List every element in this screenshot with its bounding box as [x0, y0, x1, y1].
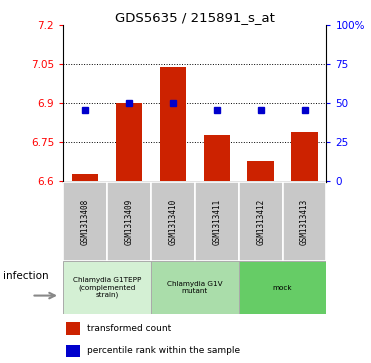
- Text: GSM1313411: GSM1313411: [212, 198, 221, 245]
- Bar: [107, 182, 151, 261]
- Bar: [72, 174, 98, 182]
- Bar: [283, 182, 326, 261]
- Text: percentile rank within the sample: percentile rank within the sample: [87, 346, 240, 355]
- Bar: [151, 182, 195, 261]
- Text: Chlamydia G1V
mutant: Chlamydia G1V mutant: [167, 281, 223, 294]
- Bar: [239, 182, 283, 261]
- Bar: [63, 182, 107, 261]
- Text: Chlamydia G1TEPP
(complemented
strain): Chlamydia G1TEPP (complemented strain): [73, 277, 141, 298]
- Text: transformed count: transformed count: [87, 324, 171, 333]
- Bar: [66, 322, 80, 335]
- Text: GSM1313412: GSM1313412: [256, 198, 265, 245]
- Text: GSM1313413: GSM1313413: [300, 198, 309, 245]
- Bar: [160, 67, 186, 182]
- Bar: [247, 161, 274, 182]
- Text: GSM1313409: GSM1313409: [124, 198, 134, 245]
- Bar: [63, 261, 151, 314]
- Bar: [195, 182, 239, 261]
- Text: infection: infection: [3, 271, 49, 281]
- Bar: [239, 261, 326, 314]
- Text: GSM1313408: GSM1313408: [81, 198, 89, 245]
- Bar: [291, 132, 318, 182]
- Bar: [151, 261, 239, 314]
- Bar: [66, 345, 80, 357]
- Text: mock: mock: [273, 285, 292, 291]
- Bar: [204, 135, 230, 182]
- Bar: [116, 103, 142, 182]
- Text: GSM1313410: GSM1313410: [168, 198, 177, 245]
- Title: GDS5635 / 215891_s_at: GDS5635 / 215891_s_at: [115, 11, 275, 24]
